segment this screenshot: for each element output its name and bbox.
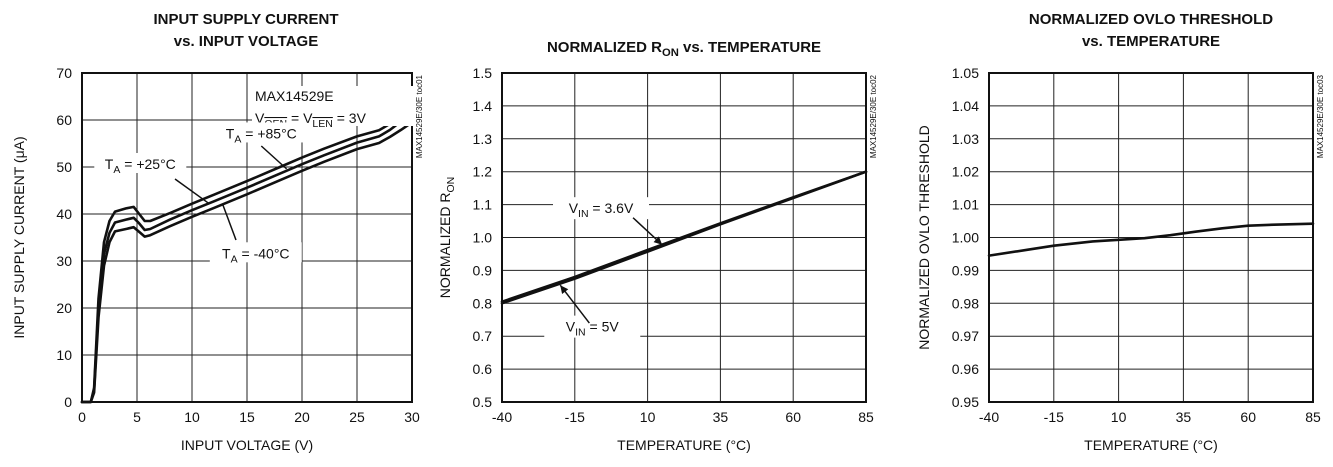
label-background [544, 315, 641, 338]
x-tick-label: 20 [294, 409, 310, 425]
y-tick-label: 0.96 [952, 361, 979, 377]
x-tick-label: 10 [184, 409, 200, 425]
series-line [987, 222, 1315, 257]
plot-frame [988, 72, 1314, 403]
figure-id: MAX14529E/30E toc03 [1316, 74, 1325, 158]
figure-id: MAX14529E/30E toc02 [869, 74, 878, 158]
y-tick-label: 1.0 [473, 230, 493, 246]
series-label: TA = +85°C [226, 125, 297, 145]
series-line [80, 110, 414, 404]
x-tick-label: 10 [640, 409, 656, 425]
y-tick-label: 1.2 [473, 164, 493, 180]
y-tick-label: 50 [56, 159, 72, 175]
y-axis-label: INPUT SUPPLY CURRENT (μA) [11, 136, 27, 338]
x-tick-label: 25 [349, 409, 365, 425]
y-tick-label: 0.7 [473, 328, 493, 344]
y-tick-label: 1.3 [473, 131, 493, 147]
y-tick-label: 0.6 [473, 361, 493, 377]
x-tick-label: 60 [1240, 409, 1256, 425]
y-tick-label: 40 [56, 206, 72, 222]
chart-title: NORMALIZED OVLO THRESHOLD [1029, 11, 1273, 28]
x-tick-label: 85 [858, 409, 874, 425]
chart-subtitle: vs. INPUT VOLTAGE [174, 33, 318, 50]
y-tick-label: 1.05 [952, 65, 979, 81]
y-tick-label: 0.99 [952, 262, 979, 278]
label-background [94, 153, 187, 173]
y-tick-label: 1.4 [473, 98, 493, 114]
y-tick-label: 1.01 [952, 197, 979, 213]
x-axis-label: TEMPERATURE (°C) [1084, 437, 1218, 453]
y-tick-label: 0.98 [952, 295, 979, 311]
y-tick-label: 1.04 [952, 98, 979, 114]
y-axis-label: NORMALIZED OVLO THRESHOLD [916, 125, 932, 350]
arrowhead [560, 285, 569, 295]
y-tick-label: 1.03 [952, 131, 979, 147]
x-tick-label: -15 [565, 409, 585, 425]
label-background [553, 197, 650, 220]
series-line [500, 170, 868, 305]
chart-subtitle: vs. TEMPERATURE [1082, 33, 1220, 50]
annotation-background [252, 86, 414, 126]
y-tick-label: 1.00 [952, 230, 979, 246]
arrowhead [653, 236, 663, 245]
x-tick-label: -40 [492, 409, 512, 425]
x-tick-label: 85 [1305, 409, 1321, 425]
y-tick-label: 30 [56, 253, 72, 269]
x-axis-label: INPUT VOLTAGE (V) [181, 437, 313, 453]
series-label: VIN = 3.6V [569, 200, 634, 220]
y-tick-label: 0.95 [952, 394, 979, 410]
x-tick-label: 60 [785, 409, 801, 425]
device-label: MAX14529E [255, 88, 334, 104]
x-tick-label: 15 [239, 409, 255, 425]
figure-id: MAX14529E/30E toc01 [415, 74, 424, 158]
x-tick-label: 10 [1111, 409, 1127, 425]
series-label: TA = -40°C [222, 245, 289, 265]
label-background [215, 122, 308, 143]
leader-line [222, 204, 237, 241]
y-tick-label: 0.8 [473, 295, 493, 311]
x-axis-label: TEMPERATURE (°C) [617, 437, 751, 453]
chart-title: NORMALIZED RON vs. TEMPERATURE [547, 39, 821, 59]
y-tick-label: 20 [56, 300, 72, 316]
y-tick-label: 0.5 [473, 394, 493, 410]
y-tick-label: 0.9 [473, 262, 493, 278]
x-tick-label: 5 [133, 409, 141, 425]
y-tick-label: 1.1 [473, 197, 493, 213]
y-tick-label: 0.97 [952, 328, 979, 344]
y-tick-label: 10 [56, 347, 72, 363]
plot-frame [81, 72, 413, 403]
y-axis-label: NORMALIZED RON [437, 177, 457, 299]
x-tick-label: 35 [713, 409, 729, 425]
series-line [80, 102, 414, 404]
y-tick-label: 1.5 [473, 65, 493, 81]
x-tick-label: -15 [1044, 409, 1064, 425]
series-label: VIN = 5V [566, 319, 620, 339]
label-background [209, 242, 302, 263]
series-line [80, 121, 414, 404]
series-label: TA = +25°C [105, 156, 176, 176]
leader-line [260, 145, 288, 170]
x-tick-label: 30 [404, 409, 420, 425]
plot-frame [501, 72, 867, 403]
leader-line [174, 178, 209, 204]
x-tick-label: 35 [1176, 409, 1192, 425]
y-tick-label: 70 [56, 65, 72, 81]
x-tick-label: -40 [979, 409, 999, 425]
x-tick-label: 0 [78, 409, 86, 425]
y-tick-label: 0 [64, 394, 72, 410]
y-tick-label: 60 [56, 112, 72, 128]
y-tick-label: 1.02 [952, 164, 979, 180]
chart-title: INPUT SUPPLY CURRENT [153, 11, 338, 28]
